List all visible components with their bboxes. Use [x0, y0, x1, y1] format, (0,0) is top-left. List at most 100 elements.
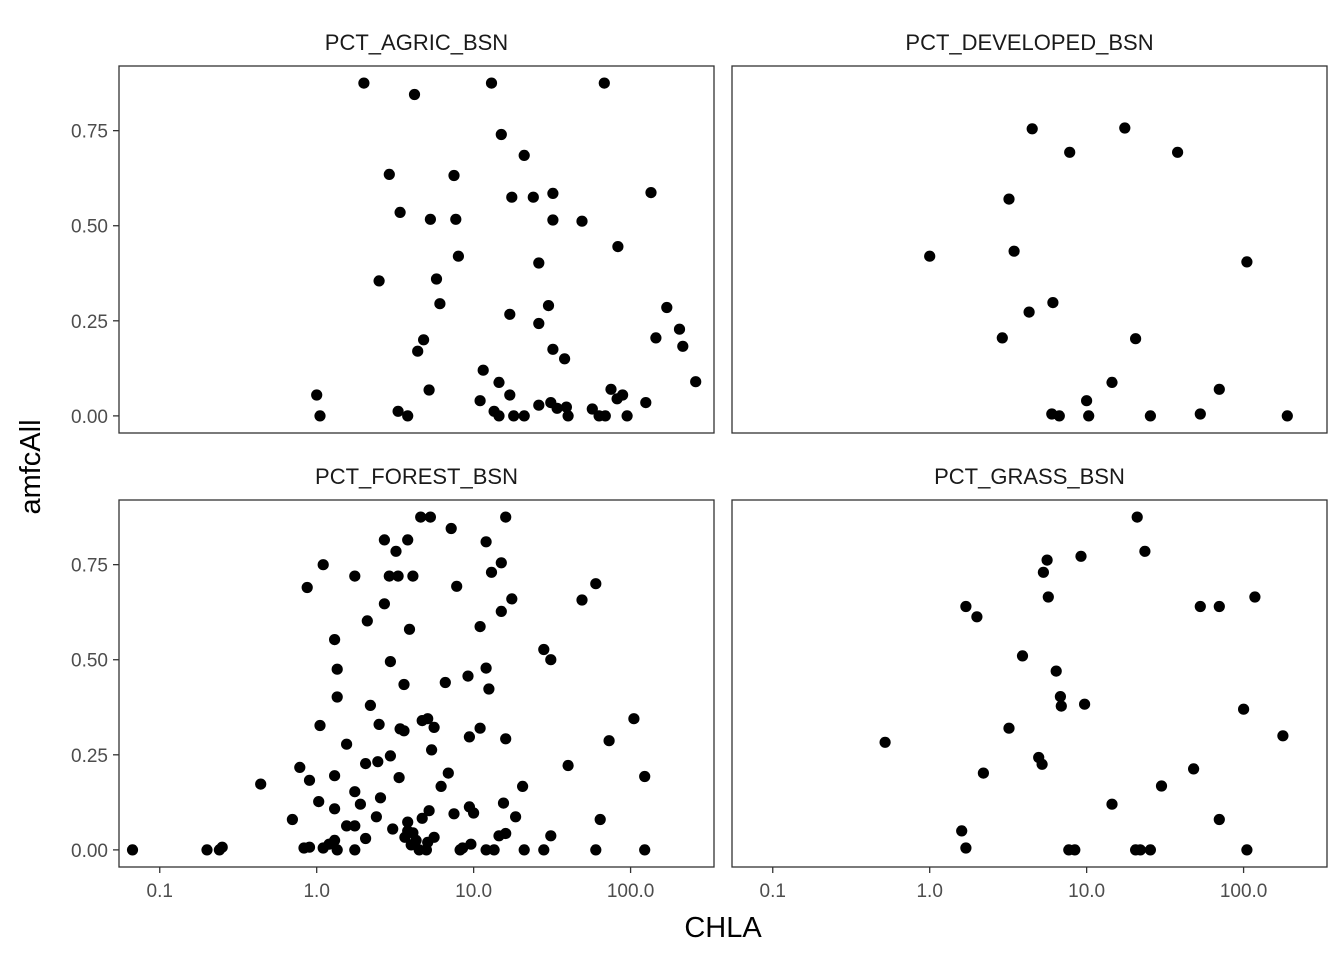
data-point	[450, 213, 462, 225]
data-point	[1008, 245, 1020, 257]
data-point	[545, 830, 557, 842]
data-point	[317, 842, 329, 854]
data-point	[960, 842, 972, 854]
data-point	[213, 844, 225, 856]
data-point	[1079, 698, 1091, 710]
x-tick-label: 10.0	[1068, 881, 1105, 902]
y-tick-label: 0.00	[71, 407, 108, 428]
data-point	[383, 168, 395, 180]
data-point	[480, 536, 492, 548]
data-point	[1106, 376, 1118, 388]
x-tick-label: 100.0	[607, 881, 655, 902]
data-point	[349, 844, 361, 856]
data-point	[495, 605, 507, 618]
data-point	[373, 275, 385, 287]
data-point	[383, 570, 395, 582]
data-point	[533, 317, 545, 330]
data-point	[474, 395, 486, 407]
data-point	[971, 611, 983, 623]
y-tick-label: 0.75	[71, 556, 108, 577]
data-point	[360, 832, 372, 845]
data-point	[1083, 410, 1095, 422]
data-point	[1130, 333, 1142, 345]
data-point	[378, 534, 390, 546]
data-point	[590, 844, 602, 856]
data-point	[1194, 408, 1206, 420]
data-point	[393, 772, 405, 784]
data-point	[439, 676, 451, 689]
data-point	[474, 722, 486, 734]
data-point	[329, 803, 341, 815]
data-point	[488, 844, 500, 856]
data-point	[428, 721, 440, 734]
data-point	[1054, 691, 1066, 703]
data-point	[477, 364, 489, 376]
data-point	[1037, 566, 1049, 578]
data-point	[493, 376, 505, 388]
data-point	[500, 733, 512, 745]
data-point	[424, 511, 436, 523]
data-point	[1053, 410, 1065, 422]
y-tick-label: 0.00	[71, 841, 108, 862]
data-point	[422, 713, 434, 725]
data-point	[423, 805, 435, 817]
data-point	[373, 718, 385, 731]
data-point	[358, 77, 370, 89]
data-point	[677, 340, 689, 352]
data-point	[370, 811, 382, 823]
data-point	[1003, 722, 1015, 734]
data-point	[480, 844, 492, 856]
data-point	[586, 403, 598, 415]
data-point	[1194, 600, 1206, 613]
data-point	[603, 735, 615, 747]
data-point	[547, 343, 559, 355]
data-point	[255, 778, 267, 790]
data-point	[1213, 600, 1225, 613]
data-point	[924, 250, 936, 262]
data-point	[493, 410, 505, 422]
data-point	[398, 678, 410, 691]
panel-border	[118, 65, 715, 434]
data-point	[1144, 410, 1156, 422]
data-point	[341, 820, 353, 832]
data-point	[364, 699, 376, 712]
data-point	[301, 581, 313, 594]
data-point	[500, 827, 512, 840]
data-point	[445, 522, 457, 535]
data-point	[317, 559, 329, 571]
panel-border	[118, 499, 715, 868]
data-point	[1241, 256, 1253, 268]
data-point	[640, 397, 652, 409]
data-point	[650, 332, 662, 344]
data-point	[977, 767, 990, 779]
data-point	[1277, 730, 1289, 742]
y-axis-title: amfcAll	[15, 419, 47, 514]
data-point	[331, 844, 343, 856]
data-point	[538, 844, 550, 856]
data-point	[448, 808, 460, 820]
data-point	[361, 615, 373, 627]
data-point	[562, 410, 574, 422]
data-point	[509, 811, 522, 823]
data-point	[1075, 550, 1087, 562]
data-point	[448, 169, 460, 182]
data-point	[1055, 700, 1067, 712]
data-point	[434, 298, 446, 310]
panel-border	[731, 499, 1328, 868]
data-point	[418, 334, 430, 346]
data-point	[545, 654, 557, 666]
data-point	[407, 570, 419, 582]
data-point	[294, 761, 306, 774]
data-point	[956, 825, 968, 837]
data-point	[533, 257, 545, 269]
data-point	[576, 594, 588, 606]
data-point	[547, 187, 559, 199]
data-point	[303, 774, 316, 786]
data-point	[384, 750, 396, 762]
data-point	[518, 844, 530, 856]
data-point	[504, 308, 516, 320]
data-point	[415, 511, 427, 523]
data-point	[1131, 511, 1143, 523]
data-point	[690, 376, 702, 388]
